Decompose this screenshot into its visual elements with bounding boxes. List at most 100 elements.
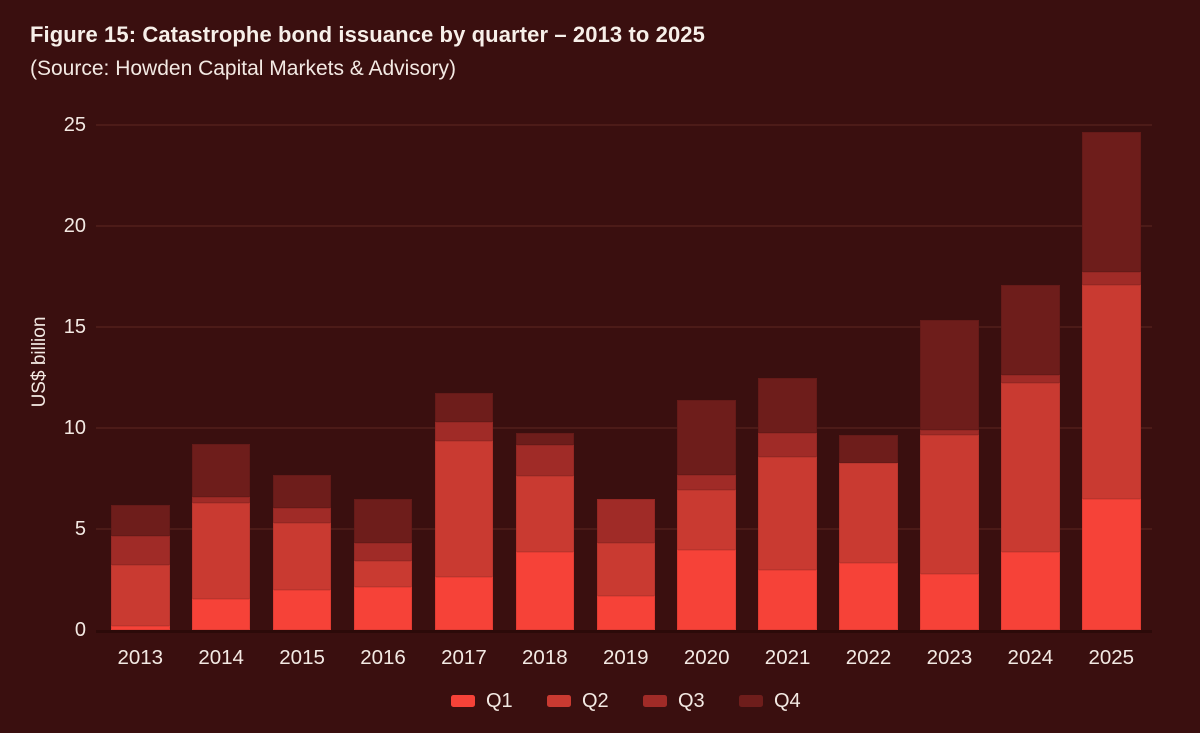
legend-swatch-q2 bbox=[547, 695, 571, 707]
gridline-10 bbox=[96, 427, 1152, 429]
bar-segment-q2-2023[interactable] bbox=[920, 435, 979, 575]
legend-label-q4: Q4 bbox=[774, 690, 801, 712]
bar-segment-q4-2023[interactable] bbox=[920, 319, 979, 431]
bar-segment-q3-2014[interactable] bbox=[191, 496, 251, 503]
legend-swatch-q1 bbox=[451, 695, 475, 707]
legend-label-q1: Q1 bbox=[486, 690, 513, 712]
bar-2015 bbox=[272, 475, 332, 630]
bar-segment-q2-2018[interactable] bbox=[515, 476, 575, 553]
legend-item-q3[interactable]: Q3 bbox=[643, 688, 705, 714]
bar-segment-q4-2014[interactable] bbox=[191, 444, 251, 497]
bar-2020 bbox=[677, 399, 736, 630]
bar-segment-q4-2025[interactable] bbox=[1082, 132, 1141, 273]
bar-segment-q2-2025[interactable] bbox=[1082, 284, 1141, 499]
bar-segment-q2-2017[interactable] bbox=[434, 441, 494, 578]
bar-2018 bbox=[515, 433, 575, 630]
y-tick-label-5: 5 bbox=[74, 518, 86, 540]
bar-segment-q1-2021[interactable] bbox=[758, 570, 817, 630]
bar-segment-q2-2015[interactable] bbox=[272, 522, 332, 590]
legend-item-q2[interactable]: Q2 bbox=[547, 688, 609, 714]
gridline-25 bbox=[96, 124, 1152, 126]
bar-segment-q3-2020[interactable] bbox=[677, 475, 736, 490]
bar-2016 bbox=[353, 498, 413, 630]
x-tick-label-2016: 2016 bbox=[360, 646, 406, 669]
legend-swatch-q4 bbox=[739, 695, 763, 707]
bar-segment-q3-2015[interactable] bbox=[272, 507, 332, 523]
bar-segment-q1-2016[interactable] bbox=[353, 586, 413, 630]
gridline-15 bbox=[96, 326, 1152, 328]
y-tick-label-0: 0 bbox=[74, 619, 86, 641]
x-tick-label-2017: 2017 bbox=[441, 646, 487, 669]
gridline-20 bbox=[96, 225, 1152, 227]
bar-2013 bbox=[111, 504, 170, 630]
bar-segment-q3-2017[interactable] bbox=[434, 421, 494, 442]
bar-segment-q2-2021[interactable] bbox=[758, 457, 817, 571]
bar-segment-q1-2020[interactable] bbox=[677, 550, 736, 630]
bar-segment-q4-2021[interactable] bbox=[758, 377, 817, 434]
x-tick-label-2013: 2013 bbox=[117, 646, 164, 669]
bar-segment-q3-2024[interactable] bbox=[1001, 375, 1060, 383]
bar-segment-q4-2022[interactable] bbox=[839, 435, 898, 464]
bar-segment-q4-2013[interactable] bbox=[111, 504, 170, 537]
x-tick-label-2019: 2019 bbox=[602, 646, 649, 669]
bar-segment-q1-2015[interactable] bbox=[272, 589, 332, 630]
bar-segment-q1-2025[interactable] bbox=[1082, 498, 1141, 630]
x-tick-label-2023: 2023 bbox=[926, 646, 973, 669]
bar-2023 bbox=[920, 319, 979, 630]
bar-segment-q1-2013[interactable] bbox=[111, 625, 170, 630]
bar-2019 bbox=[596, 498, 656, 630]
bar-segment-q4-2018[interactable] bbox=[515, 433, 575, 446]
bar-segment-q3-2016[interactable] bbox=[353, 543, 413, 562]
bar-2024 bbox=[1001, 284, 1060, 630]
y-tick-label-20: 20 bbox=[63, 215, 86, 237]
bar-segment-q1-2019[interactable] bbox=[596, 595, 656, 630]
bar-segment-q2-2020[interactable] bbox=[677, 489, 736, 551]
bar-segment-q4-2024[interactable] bbox=[1001, 284, 1060, 376]
bar-2022 bbox=[839, 435, 898, 630]
x-tick-label-2014: 2014 bbox=[198, 646, 244, 669]
y-tick-label-10: 10 bbox=[63, 417, 86, 439]
bar-segment-q3-2021[interactable] bbox=[758, 433, 817, 458]
x-tick-label-2020: 2020 bbox=[683, 646, 730, 669]
bar-segment-q2-2022[interactable] bbox=[839, 463, 898, 564]
legend-item-q1[interactable]: Q1 bbox=[451, 688, 513, 714]
bar-segment-q1-2014[interactable] bbox=[191, 598, 251, 630]
bar-segment-q3-2025[interactable] bbox=[1082, 272, 1141, 285]
x-tick-label-2024: 2024 bbox=[1007, 646, 1054, 669]
y-tick-label-25: 25 bbox=[63, 114, 86, 136]
legend-swatch-q3 bbox=[643, 695, 667, 707]
legend-item-q4[interactable]: Q4 bbox=[739, 688, 801, 714]
bar-segment-q1-2018[interactable] bbox=[515, 552, 575, 630]
x-axis-line bbox=[96, 630, 1152, 633]
bar-segment-q4-2020[interactable] bbox=[677, 399, 736, 476]
bar-segment-q2-2013[interactable] bbox=[111, 565, 170, 626]
x-tick-label-2015: 2015 bbox=[279, 646, 325, 669]
bar-segment-q2-2014[interactable] bbox=[191, 502, 251, 599]
bar-segment-q1-2022[interactable] bbox=[839, 563, 898, 630]
chart-subtitle: (Source: Howden Capital Markets & Adviso… bbox=[30, 57, 456, 80]
bar-segment-q2-2019[interactable] bbox=[596, 543, 656, 596]
x-tick-label-2021: 2021 bbox=[764, 646, 811, 669]
bar-segment-q3-2013[interactable] bbox=[111, 536, 170, 566]
bar-segment-q1-2017[interactable] bbox=[434, 577, 494, 630]
bar-segment-q3-2019[interactable] bbox=[596, 498, 656, 544]
bar-segment-q1-2024[interactable] bbox=[1001, 552, 1060, 630]
legend-label-q3: Q3 bbox=[678, 690, 705, 712]
bar-segment-q4-2015[interactable] bbox=[272, 475, 332, 508]
chart-title: Figure 15: Catastrophe bond issuance by … bbox=[30, 22, 705, 47]
bar-2017 bbox=[434, 392, 494, 630]
bar-segment-q3-2018[interactable] bbox=[515, 445, 575, 477]
bar-segment-q2-2024[interactable] bbox=[1001, 382, 1060, 553]
bar-segment-q4-2017[interactable] bbox=[434, 392, 494, 422]
x-tick-label-2025: 2025 bbox=[1088, 646, 1135, 669]
y-tick-label-15: 15 bbox=[63, 316, 86, 338]
x-tick-label-2022: 2022 bbox=[845, 646, 892, 669]
bar-segment-q3-2023[interactable] bbox=[920, 430, 979, 436]
bar-2014 bbox=[191, 444, 251, 630]
bar-segment-q2-2016[interactable] bbox=[353, 561, 413, 587]
bar-2025 bbox=[1082, 132, 1141, 630]
bar-segment-q4-2016[interactable] bbox=[353, 498, 413, 544]
legend-label-q2: Q2 bbox=[582, 690, 609, 712]
bar-segment-q1-2023[interactable] bbox=[920, 574, 979, 630]
